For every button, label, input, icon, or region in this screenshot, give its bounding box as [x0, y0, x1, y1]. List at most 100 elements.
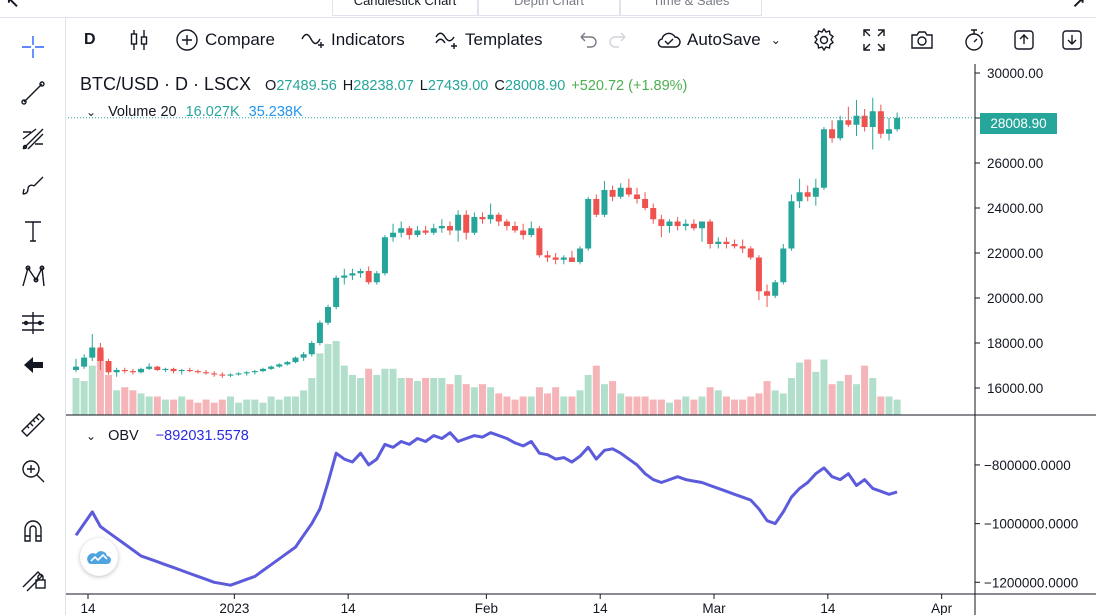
zoom-in-icon[interactable] — [16, 454, 50, 488]
last-price-label: 28008.90 — [980, 113, 1057, 134]
screenshot-button[interactable] — [909, 25, 935, 55]
volume-bar — [649, 399, 657, 415]
volume-bar — [682, 396, 690, 415]
settings-button[interactable] — [811, 25, 837, 55]
chevron-down-icon[interactable]: ⌄ — [86, 429, 97, 443]
prediction-icon[interactable] — [16, 306, 50, 340]
volume-bar — [405, 378, 413, 415]
volume-bar — [283, 396, 291, 415]
volume-bar — [235, 402, 243, 415]
price-tick-label: 30000.00 — [987, 66, 1043, 81]
volume-bar — [438, 378, 446, 415]
tab-time-sales[interactable]: Time & Sales — [620, 0, 762, 16]
candle-body — [251, 371, 258, 373]
candle-body — [747, 248, 754, 258]
export-button[interactable] — [1011, 25, 1037, 55]
upload-icon — [1014, 30, 1034, 50]
candle-body — [390, 232, 397, 238]
candle-body — [438, 226, 445, 229]
obv-tick-label: −1200000.0000 — [984, 575, 1078, 590]
crosshair-icon[interactable] — [16, 30, 50, 64]
volume-bar — [170, 399, 178, 415]
pattern-icon[interactable] — [16, 260, 50, 294]
volume-bar — [96, 350, 104, 415]
volume-bar — [145, 396, 153, 415]
candle-body — [853, 115, 860, 125]
stopwatch-icon — [965, 29, 984, 51]
chevron-down-icon[interactable]: ⌄ — [770, 33, 781, 47]
candle-body — [414, 230, 421, 235]
price-tick-label: 20000.00 — [987, 291, 1043, 306]
trend-line-icon[interactable] — [16, 76, 50, 110]
candle-body — [723, 241, 730, 244]
candle-body — [520, 230, 527, 235]
volume-bar — [633, 396, 641, 415]
time-tick-label: 14 — [820, 601, 836, 615]
candle-body — [284, 362, 291, 365]
indicators-button[interactable]: Indicators — [300, 25, 405, 55]
volume-bar — [584, 374, 592, 415]
text-tool-icon[interactable] — [16, 214, 50, 248]
collapse-left-icon[interactable]: ↖ — [6, 0, 20, 11]
lock-drawings-icon[interactable] — [16, 560, 50, 594]
price-tick-label: 22000.00 — [987, 246, 1043, 261]
volume-bar — [592, 365, 600, 415]
chevron-down-icon[interactable]: ⌄ — [86, 105, 97, 119]
time-tick-label: 14 — [80, 601, 96, 615]
candle-body — [154, 366, 161, 370]
chart-logo[interactable] — [80, 538, 118, 576]
volume-title[interactable]: Volume 20 — [108, 104, 177, 120]
volume-bar — [852, 384, 860, 415]
pitchfork-icon[interactable] — [16, 122, 50, 156]
obv-tick-label: −800000.0000 — [984, 458, 1071, 473]
volume-bar — [72, 378, 80, 415]
indicators-icon — [301, 33, 324, 48]
volume-bar — [218, 399, 226, 415]
chart-type-button[interactable] — [126, 25, 152, 55]
candle-body — [455, 214, 462, 231]
back-arrow-icon[interactable] — [16, 348, 50, 382]
ruler-icon[interactable] — [16, 408, 50, 442]
candle-body — [609, 190, 616, 197]
magnet-icon[interactable] — [16, 514, 50, 548]
templates-button[interactable]: Templates — [434, 25, 542, 55]
volume-bar — [560, 396, 568, 415]
fullscreen-button[interactable] — [861, 25, 887, 55]
interval-button[interactable]: D — [84, 31, 96, 48]
expand-icon[interactable]: ↗ — [1072, 0, 1086, 11]
candle-body — [211, 373, 218, 375]
redo-button[interactable] — [606, 25, 632, 55]
candle-body — [178, 370, 185, 372]
undo-button[interactable] — [574, 25, 600, 55]
import-button[interactable] — [1059, 25, 1085, 55]
candle-body — [308, 343, 315, 355]
volume-bar — [625, 396, 633, 415]
tab-depth-chart[interactable]: Depth Chart — [478, 0, 620, 16]
obv-tick-label: −1000000.0000 — [984, 517, 1078, 532]
volume-bar — [129, 390, 137, 415]
drawing-toolbar — [0, 18, 66, 615]
volume-bar — [161, 399, 169, 415]
candle-body — [552, 257, 559, 260]
tab-candlestick-chart[interactable]: Candlestick Chart — [332, 0, 478, 16]
volume-bar — [885, 396, 893, 415]
candle-body — [365, 271, 372, 283]
symbol-title[interactable]: BTC/USD · D · LSCX — [80, 74, 252, 94]
candle-body — [796, 192, 803, 202]
volume-bar — [544, 393, 552, 415]
candle-body — [512, 226, 519, 231]
candle-body — [715, 241, 722, 244]
volume-value: 16.027K — [185, 104, 240, 120]
candle-body — [633, 194, 640, 199]
replay-button[interactable] — [961, 25, 987, 55]
brush-icon[interactable] — [16, 168, 50, 202]
compare-button[interactable]: Compare — [174, 25, 275, 55]
autosave-button[interactable]: AutoSave ⌄ — [656, 25, 781, 55]
templates-icon — [435, 32, 457, 49]
candle-body — [121, 370, 128, 372]
chart-tab-bar: ↖ Candlestick Chart Depth Chart Time & S… — [0, 0, 1096, 18]
volume-bar — [812, 371, 820, 415]
obv-title[interactable]: OBV — [108, 428, 139, 444]
volume-bar — [495, 393, 503, 415]
